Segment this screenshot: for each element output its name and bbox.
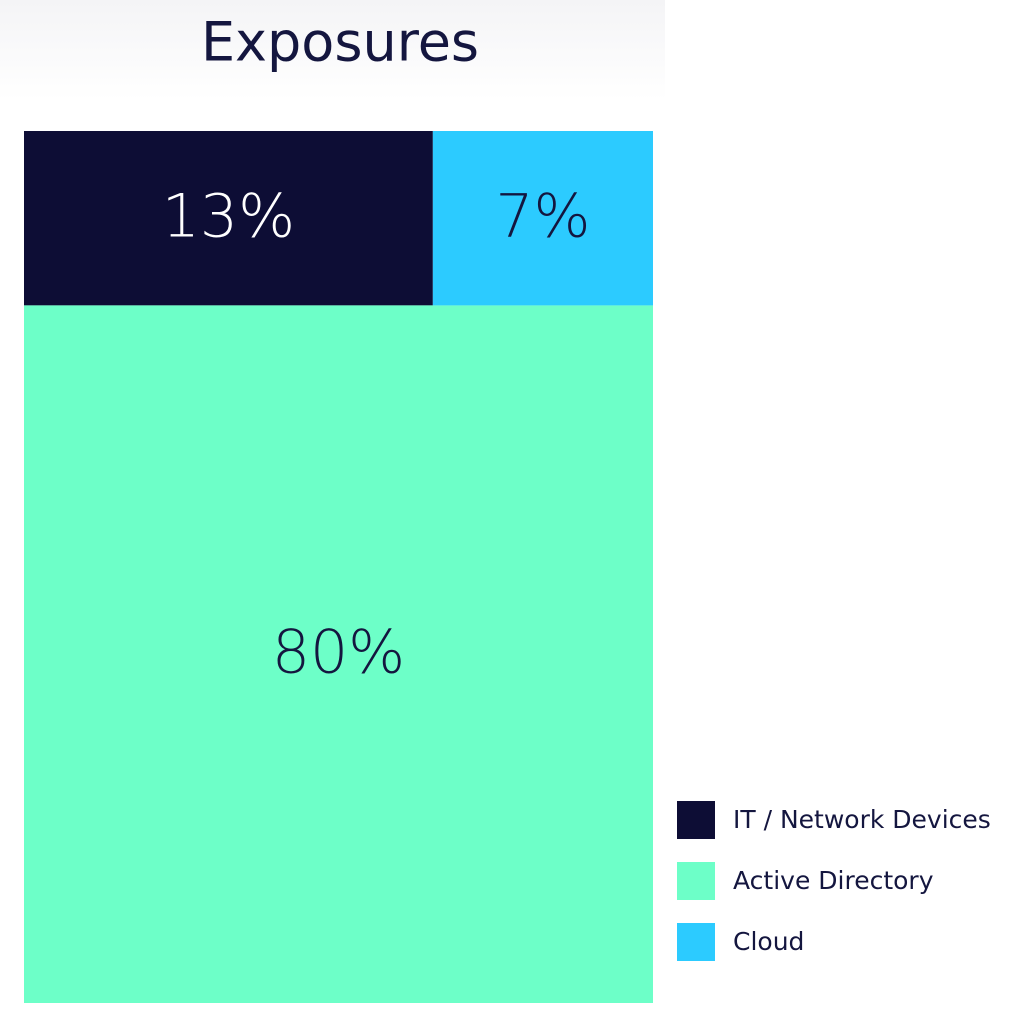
data-label: 7% bbox=[495, 182, 590, 252]
treemap-cell bbox=[432, 131, 653, 306]
treemap-cell bbox=[24, 131, 433, 306]
title-background bbox=[0, 0, 665, 100]
treemap-cell bbox=[24, 305, 653, 1003]
legend-swatch bbox=[677, 862, 715, 900]
legend-swatch bbox=[677, 923, 715, 961]
data-label: 80% bbox=[272, 618, 405, 688]
chart-title: Exposures bbox=[201, 11, 479, 74]
legend-label: Active Directory bbox=[733, 866, 934, 895]
legend-swatch bbox=[677, 801, 715, 839]
legend-label: IT / Network Devices bbox=[733, 805, 991, 834]
data-label: 13% bbox=[162, 182, 295, 252]
legend-label: Cloud bbox=[733, 927, 804, 956]
